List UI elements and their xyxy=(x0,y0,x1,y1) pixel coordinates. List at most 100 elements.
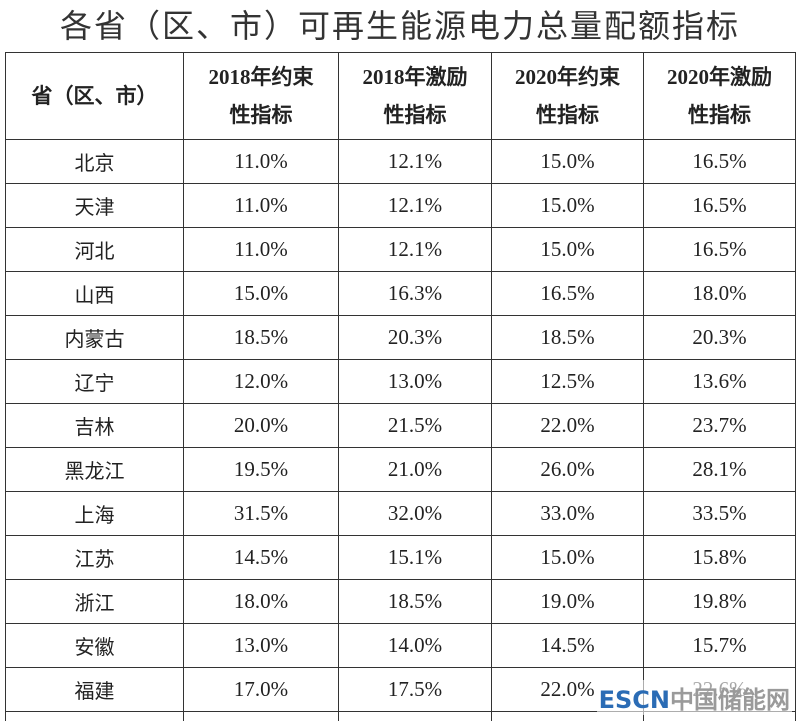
empty-cell xyxy=(183,711,339,721)
title: 各省（区、市）可再生能源电力总量配额指标 xyxy=(59,7,740,45)
region-cell: 内蒙古 xyxy=(5,315,184,360)
table-row: 辽宁 12.0% 13.0% 12.5% 13.6% xyxy=(5,359,796,404)
quota-cell: 16.5% xyxy=(643,183,796,228)
quota-cell: 19.5% xyxy=(183,447,339,492)
region-cell: 北京 xyxy=(5,139,184,184)
quota-cell: 16.5% xyxy=(643,139,796,184)
quota-cell: 13.0% xyxy=(183,623,339,668)
quota-cell: 18.0% xyxy=(643,271,796,316)
quota-cell: 15.0% xyxy=(491,227,644,272)
header-cell: 2018年激励 性指标 xyxy=(338,52,492,140)
quota-cell: 11.0% xyxy=(183,183,339,228)
watermark-site: 中国储能网 xyxy=(670,686,790,714)
quota-cell: 18.0% xyxy=(183,579,339,624)
header-cell: 2020年激励 性指标 xyxy=(643,52,796,140)
quota-cell: 13.0% xyxy=(338,359,492,404)
region-cell: 黑龙江 xyxy=(5,447,184,492)
header-cell: 2018年约束 性指标 xyxy=(183,52,339,140)
quota-cell: 14.0% xyxy=(338,623,492,668)
quota-cell: 12.1% xyxy=(338,183,492,228)
region-cell: 上海 xyxy=(5,491,184,536)
quota-cell: 11.0% xyxy=(183,139,339,184)
header-line: 性指标 xyxy=(229,103,293,127)
quota-cell: 12.1% xyxy=(338,139,492,184)
quota-cell: 13.6% xyxy=(643,359,796,404)
table-row: 浙江 18.0% 18.5% 19.0% 19.8% xyxy=(5,579,796,624)
quota-cell: 12.0% xyxy=(183,359,339,404)
quota-cell: 20.3% xyxy=(338,315,492,360)
quota-cell: 17.5% xyxy=(338,667,492,712)
header-cell: 2020年约束 性指标 xyxy=(491,52,644,140)
header-line: 性指标 xyxy=(536,103,599,127)
table-body: 北京 11.0% 12.1% 15.0% 16.5% 天津 11.0% 12.1% 15.0% 1… xyxy=(5,139,796,721)
quota-cell: 15.7% xyxy=(643,623,796,668)
watermark: ESCN中国储能网 xyxy=(596,680,792,715)
quota-cell: 15.0% xyxy=(491,139,644,184)
quota-cell: 33.5% xyxy=(643,491,796,536)
region-cell: 安徽 xyxy=(5,623,184,668)
region-cell: 山西 xyxy=(5,271,184,316)
region-cell: 天津 xyxy=(5,183,184,228)
table-row: 天津 11.0% 12.1% 15.0% 16.5% xyxy=(5,183,796,228)
header-line: 2020年激励 xyxy=(667,65,772,89)
region-cell: 辽宁 xyxy=(5,359,184,404)
header-row: 省（区、市） 2018年约束 性指标 2018年激励 性指标 2020年约束 性指标 2020… xyxy=(5,52,796,140)
quota-cell: 16.3% xyxy=(338,271,492,316)
table-row: 江苏 14.5% 15.1% 15.0% 15.8% xyxy=(5,535,796,580)
quota-cell: 16.5% xyxy=(643,227,796,272)
quota-cell: 32.0% xyxy=(338,491,492,536)
header-line: 省（区、市） xyxy=(31,84,158,108)
quota-cell: 19.0% xyxy=(491,579,644,624)
empty-cell xyxy=(338,711,492,721)
quota-cell: 17.0% xyxy=(183,667,339,712)
quota-cell: 21.5% xyxy=(338,403,492,448)
empty-cell xyxy=(5,711,184,721)
table-row: 黑龙江 19.5% 21.0% 26.0% 28.1% xyxy=(5,447,796,492)
table-row: 安徽 13.0% 14.0% 14.5% 15.7% xyxy=(5,623,796,668)
table-row: 上海 31.5% 32.0% 33.0% 33.5% xyxy=(5,491,796,536)
header-line: 2020年约束 xyxy=(515,65,620,89)
region-cell: 福建 xyxy=(5,667,184,712)
quota-cell: 26.0% xyxy=(491,447,644,492)
quota-cell: 20.0% xyxy=(183,403,339,448)
quota-cell: 15.8% xyxy=(643,535,796,580)
quota-cell: 18.5% xyxy=(183,315,339,360)
header-line: 2018年激励 xyxy=(362,65,468,89)
quota-cell: 15.0% xyxy=(183,271,339,316)
quota-cell: 19.8% xyxy=(643,579,796,624)
quota-cell: 15.1% xyxy=(338,535,492,580)
quota-cell: 23.7% xyxy=(643,403,796,448)
quota-cell: 14.5% xyxy=(491,623,644,668)
region-cell: 河北 xyxy=(5,227,184,272)
region-cell: 浙江 xyxy=(5,579,184,624)
region-cell: 吉林 xyxy=(5,403,184,448)
quota-cell: 21.0% xyxy=(338,447,492,492)
quota-cell: 16.5% xyxy=(491,271,644,316)
region-cell: 江苏 xyxy=(5,535,184,580)
header-line: 性指标 xyxy=(688,103,751,127)
quota-cell: 22.0% xyxy=(491,403,644,448)
quota-cell: 28.1% xyxy=(643,447,796,492)
header-cell: 省（区、市） xyxy=(5,52,184,140)
table-row: 河北 11.0% 12.1% 15.0% 16.5% xyxy=(5,227,796,272)
quota-cell: 31.5% xyxy=(183,491,339,536)
table-row: 北京 11.0% 12.1% 15.0% 16.5% xyxy=(5,139,796,184)
quota-cell: 12.1% xyxy=(338,227,492,272)
quota-cell: 20.3% xyxy=(643,315,796,360)
header-line: 2018年约束 xyxy=(208,65,314,89)
quota-cell: 11.0% xyxy=(183,227,339,272)
quota-cell: 33.0% xyxy=(491,491,644,536)
table-row: 山西 15.0% 16.3% 16.5% 18.0% xyxy=(5,271,796,316)
table-row: 内蒙古 18.5% 20.3% 18.5% 20.3% xyxy=(5,315,796,360)
table-row: 吉林 20.0% 21.5% 22.0% 23.7% xyxy=(5,403,796,448)
quota-cell: 12.5% xyxy=(491,359,644,404)
quota-cell: 15.0% xyxy=(491,183,644,228)
header-line: 性指标 xyxy=(383,103,447,127)
watermark-brand: ESCN xyxy=(598,686,670,714)
quota-cell: 18.5% xyxy=(338,579,492,624)
quota-cell: 15.0% xyxy=(491,535,644,580)
quota-cell: 14.5% xyxy=(183,535,339,580)
quota-table: 省（区、市） 2018年约束 性指标 2018年激励 性指标 2020年约束 性指标 2020… xyxy=(5,52,796,721)
quota-cell: 18.5% xyxy=(491,315,644,360)
